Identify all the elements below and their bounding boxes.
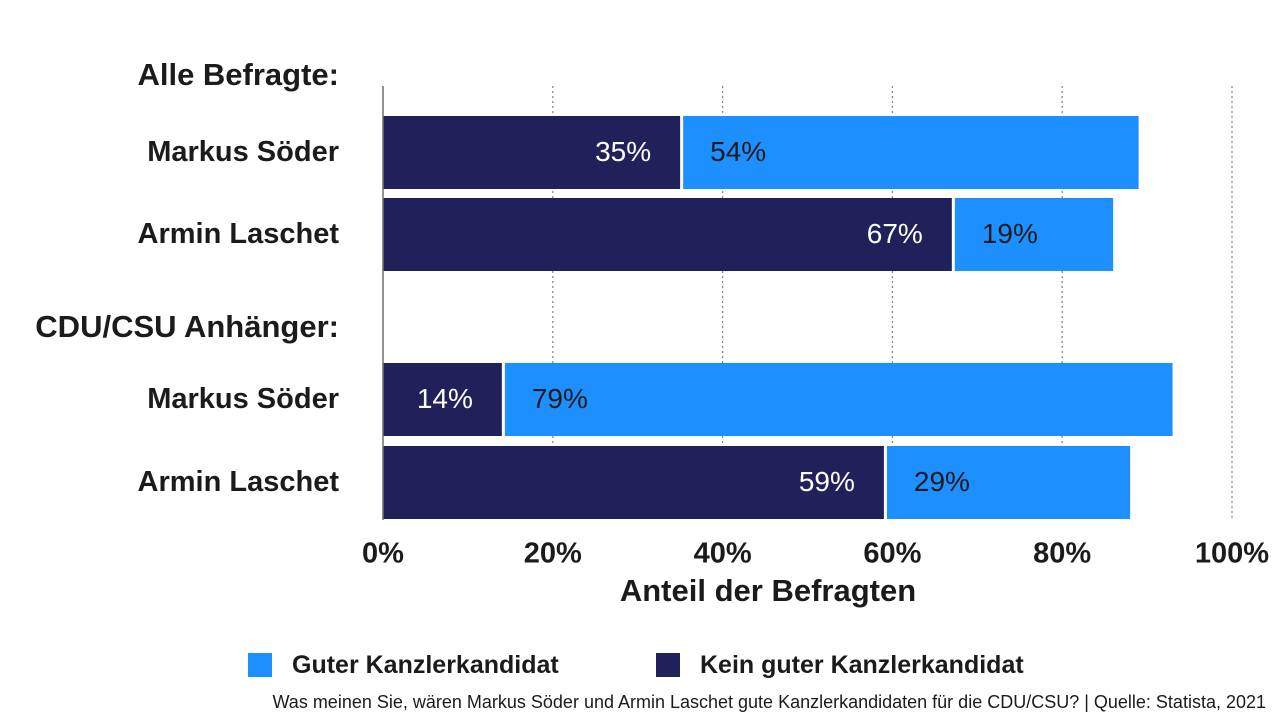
category-label: Markus Söder [147, 136, 339, 168]
bar-segment-kein-guter [383, 198, 952, 271]
legend-label-kein-guter: Kein guter Kanzlerkandidat [700, 650, 1024, 679]
group-label: CDU/CSU Anhänger: [35, 309, 339, 344]
bar-segment-guter [504, 363, 1173, 436]
x-tick-label: 20% [524, 538, 582, 570]
category-label: Armin Laschet [138, 466, 340, 498]
data-label-kein-guter: 35% [595, 136, 651, 167]
bar-segment-kein-guter [383, 363, 502, 436]
bar-segment-guter [683, 116, 1139, 189]
category-label: Armin Laschet [138, 218, 340, 250]
legend: Guter Kanzlerkandidat Kein guter Kanzler… [0, 648, 1280, 682]
x-tick-label: 80% [1033, 538, 1091, 570]
x-tick-label: 100% [1195, 538, 1269, 570]
data-label-kein-guter: 14% [417, 383, 473, 414]
x-tick-label: 0% [362, 538, 404, 570]
category-label: Markus Söder [147, 383, 339, 415]
bar-segment-guter [954, 198, 1114, 271]
data-label-kein-guter: 67% [867, 218, 923, 249]
data-label-guter: 79% [532, 383, 588, 414]
x-tick-label: 40% [694, 538, 752, 570]
legend-label-guter: Guter Kanzlerkandidat [292, 650, 559, 679]
legend-swatch-guter [248, 653, 272, 677]
bar-segment-kein-guter [383, 116, 681, 189]
bar-segment-guter [886, 446, 1131, 519]
legend-item-guter: Guter Kanzlerkandidat [248, 648, 559, 682]
legend-item-kein-guter: Kein guter Kanzlerkandidat [656, 648, 1024, 682]
legend-swatch-kein-guter [656, 653, 680, 677]
x-axis-title: Anteil der Befragten [620, 573, 916, 608]
data-label-guter: 54% [710, 136, 766, 167]
bar-segment-kein-guter [383, 446, 884, 519]
data-label-guter: 29% [914, 466, 970, 497]
data-label-guter: 19% [982, 218, 1038, 249]
footnote: Was meinen Sie, wären Markus Söder und A… [272, 692, 1266, 712]
data-label-kein-guter: 59% [799, 466, 855, 497]
group-label: Alle Befragte: [137, 57, 339, 92]
x-tick-label: 60% [863, 538, 921, 570]
